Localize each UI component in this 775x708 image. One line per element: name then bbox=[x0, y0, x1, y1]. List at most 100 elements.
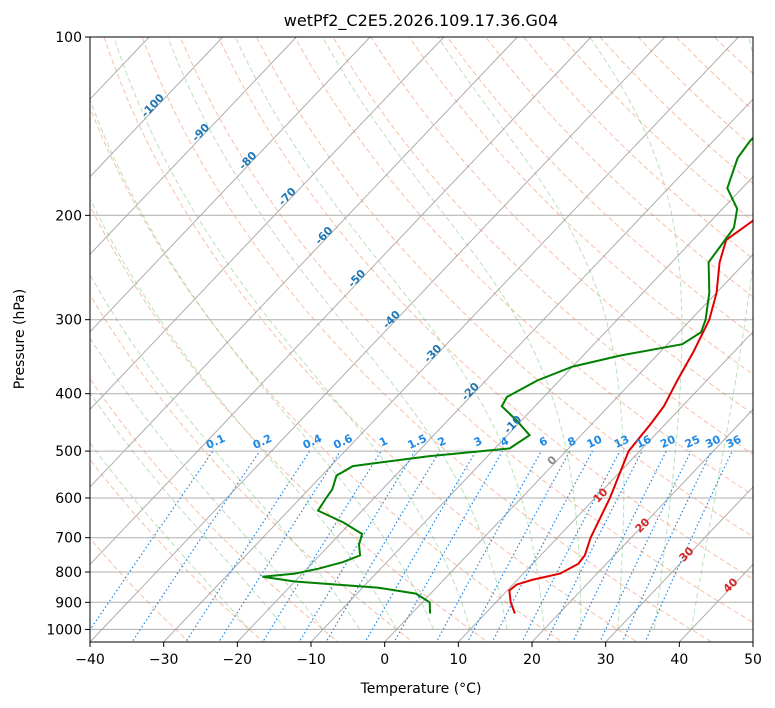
hot-isotherm-label: 40 bbox=[721, 575, 741, 595]
isotherm-label: -60 bbox=[312, 224, 335, 248]
mixing-ratio-line bbox=[262, 450, 382, 642]
mixing-ratio-label: 20 bbox=[658, 433, 678, 451]
moist-adiabat bbox=[437, 37, 625, 630]
x-tick-label: 30 bbox=[597, 652, 615, 668]
mixing-ratio-label: 0.1 bbox=[204, 432, 227, 452]
mixing-ratio-label: 16 bbox=[634, 433, 654, 451]
mixing-ratio-label: 0.4 bbox=[301, 432, 324, 452]
mixing-ratio-line bbox=[218, 450, 342, 642]
isotherm bbox=[384, 253, 753, 642]
sounding-lines bbox=[262, 136, 753, 614]
x-tick-label: −40 bbox=[75, 652, 105, 668]
moist-adiabat bbox=[90, 98, 434, 630]
y-tick-label: 500 bbox=[55, 444, 82, 460]
mixing-ratio-label: 30 bbox=[703, 433, 723, 451]
isotherm bbox=[90, 37, 666, 642]
isotherm bbox=[90, 37, 224, 178]
mixing-ratio-line bbox=[521, 450, 621, 642]
mixing-ratio-line bbox=[491, 450, 594, 642]
dry-adiabat bbox=[179, 37, 753, 623]
mixing-ratio-line bbox=[90, 450, 214, 631]
dry-adiabat bbox=[90, 377, 340, 642]
mixing-ratio-line bbox=[572, 450, 667, 642]
x-tick-label: −20 bbox=[223, 652, 253, 668]
isotherm bbox=[236, 98, 753, 642]
isotherm-label: -50 bbox=[345, 267, 368, 291]
dry-adiabat bbox=[90, 204, 489, 642]
dry-adiabat bbox=[751, 37, 753, 39]
isotherm bbox=[457, 331, 753, 642]
mixing-ratio-label: 0.6 bbox=[331, 432, 354, 452]
x-tick-label: 0 bbox=[380, 652, 389, 668]
x-axis: −40 −30 −20 −10 0 10 20 30 40 50 bbox=[75, 642, 762, 668]
isotherm bbox=[310, 176, 753, 642]
isotherm bbox=[90, 37, 592, 566]
isotherm bbox=[752, 641, 753, 642]
moist-adiabat bbox=[90, 197, 398, 630]
moist-adiabat bbox=[322, 37, 582, 630]
mixing-ratio-label: 13 bbox=[612, 433, 631, 451]
dry-adiabat bbox=[599, 37, 753, 185]
isotherm-label: 0 bbox=[545, 453, 560, 468]
x-tick-label: 40 bbox=[670, 652, 688, 668]
moist-adiabat bbox=[167, 37, 508, 630]
isotherm bbox=[531, 408, 753, 642]
y-axis-title: Pressure (hPa) bbox=[12, 289, 28, 389]
dry-adiabat bbox=[446, 37, 753, 336]
mixing-ratio-line bbox=[131, 450, 261, 642]
y-tick-label: 400 bbox=[55, 387, 82, 403]
hot-isotherm-label: 30 bbox=[677, 544, 697, 564]
isotherm-label: -20 bbox=[459, 380, 482, 404]
dry-adiabat bbox=[141, 37, 713, 642]
isotherm bbox=[163, 37, 739, 642]
mixing-ratio-line bbox=[185, 450, 311, 642]
mixing-ratio-label: 25 bbox=[683, 433, 702, 451]
mixing-ratio-label: 6 bbox=[537, 434, 550, 449]
moist-adiabat bbox=[90, 336, 324, 630]
y-tick-label: 600 bbox=[55, 491, 82, 507]
x-tick-label: 10 bbox=[449, 652, 467, 668]
isotherm-label: -100 bbox=[139, 91, 168, 120]
dry-adiabat bbox=[294, 37, 753, 496]
y-tick-label: 700 bbox=[55, 531, 82, 547]
mixing-ratio-label: 1 bbox=[377, 434, 389, 449]
moist-adiabat bbox=[690, 37, 753, 630]
moist-adiabat bbox=[589, 37, 683, 630]
y-tick-label: 200 bbox=[55, 208, 82, 224]
x-tick-label: −30 bbox=[149, 652, 179, 668]
y-tick-label: 900 bbox=[55, 595, 82, 611]
mixing-ratio-line bbox=[298, 450, 416, 642]
plot-area bbox=[0, 37, 753, 642]
x-tick-label: −10 bbox=[296, 652, 326, 668]
isotherm-label: -30 bbox=[421, 342, 444, 366]
line-labels: -100-90-80-70-60-50-40-30-20-1000.1 0.2 0.… bbox=[139, 91, 744, 596]
dry-adiabat bbox=[217, 37, 753, 580]
mixing-ratio-line bbox=[599, 450, 692, 642]
plot-frame bbox=[89, 36, 754, 643]
isotherm bbox=[90, 37, 371, 333]
isotherm-label: -90 bbox=[189, 121, 212, 145]
y-tick-label: 1000 bbox=[46, 622, 82, 638]
moist-adiabat bbox=[90, 392, 287, 630]
isotherm bbox=[90, 37, 445, 411]
dry-adiabat bbox=[637, 37, 753, 148]
dry-adiabat bbox=[90, 458, 265, 642]
x-tick-label: 50 bbox=[744, 652, 762, 668]
x-tick-label: 20 bbox=[523, 652, 541, 668]
mixing-ratio-label: 36 bbox=[724, 433, 744, 451]
mixing-ratio-line bbox=[325, 450, 441, 642]
dry-adiabat bbox=[332, 37, 753, 455]
dry-adiabat bbox=[90, 293, 414, 642]
dewpoint-profile-line bbox=[262, 136, 753, 614]
y-axis: 100 200 300 400 500 600 700 800 900 1000 bbox=[46, 30, 90, 638]
mixing-ratio-label: 0.2 bbox=[251, 432, 274, 452]
moist-adiabat bbox=[90, 442, 250, 630]
mixing-ratio-label: 3 bbox=[472, 434, 484, 449]
mixing-ratio-label: 10 bbox=[585, 433, 605, 451]
isotherm-label: -70 bbox=[276, 185, 299, 209]
isotherm bbox=[0, 37, 2, 642]
isotherm bbox=[90, 37, 297, 256]
mixing-ratio-line bbox=[466, 450, 571, 642]
dry-adiabat bbox=[103, 37, 638, 642]
